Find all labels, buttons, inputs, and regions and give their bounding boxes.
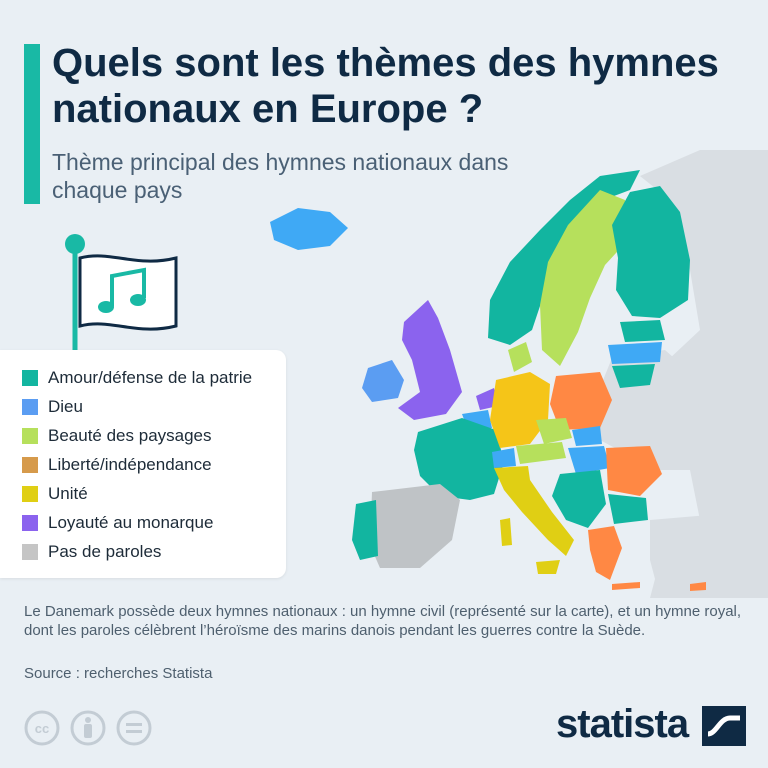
map-france [414, 418, 504, 500]
map-uk [398, 300, 462, 420]
no-derivatives-icon[interactable] [116, 710, 152, 746]
accent-bar [24, 44, 40, 204]
legend-swatch [22, 486, 38, 502]
source-note: Source : recherches Statista [24, 665, 213, 682]
attribution-icon[interactable] [70, 710, 106, 746]
map-norway [488, 170, 640, 345]
map-hungary [568, 446, 610, 474]
map-switzerland [492, 448, 516, 468]
map-crete [612, 582, 640, 590]
legend-swatch [22, 544, 38, 560]
page-title: Quels sont les thèmes des hymnes nationa… [52, 41, 719, 131]
legend-label: Beauté des paysages [48, 426, 212, 445]
legend-item: Amour/défense de la patrie [22, 367, 252, 389]
map-sweden [540, 190, 628, 366]
map-ireland [362, 360, 404, 402]
map-sicily [536, 560, 560, 574]
map-balkans [552, 470, 606, 528]
map-russia [640, 150, 768, 598]
legend-item: Liberté/indépendance [22, 454, 212, 476]
creative-commons-icon[interactable]: cc [24, 710, 60, 746]
map-greece [588, 526, 622, 580]
map-austria [516, 442, 566, 464]
legend: Amour/défense de la patrie Dieu Beauté d… [0, 350, 286, 578]
map-slovakia [572, 426, 602, 446]
map-portugal [352, 500, 378, 560]
legend-item: Loyauté au monarque [22, 512, 213, 534]
footnote: Le Danemark possède deux hymnes nationau… [24, 603, 742, 639]
svg-text:cc: cc [35, 721, 49, 736]
map-lithuania [612, 364, 655, 388]
map-czechia [536, 418, 572, 444]
legend-item: Beauté des paysages [22, 425, 212, 447]
legend-label: Unité [48, 484, 88, 503]
map-iceland [270, 208, 348, 250]
map-turkey [650, 510, 768, 598]
licence-icons: cc [24, 710, 152, 746]
map-denmark [508, 342, 532, 372]
europe-map [270, 150, 768, 598]
map-latvia [608, 342, 662, 364]
statista-logo-icon [702, 706, 746, 746]
map-romania [606, 446, 662, 496]
legend-label: Dieu [48, 397, 83, 416]
statista-logo[interactable]: statista [556, 702, 689, 746]
page-subtitle: Thème principal des hymnes nationaux dan… [52, 149, 509, 203]
map-germany [490, 372, 550, 448]
map-spain [370, 484, 460, 568]
legend-label: Loyauté au monarque [48, 513, 214, 532]
map-finland [612, 186, 690, 318]
map-estonia [620, 320, 665, 342]
map-poland [550, 372, 612, 430]
map-italy [494, 466, 574, 556]
legend-swatch [22, 428, 38, 444]
legend-swatch [22, 399, 38, 415]
music-flag-icon [65, 234, 178, 364]
legend-label: Liberté/indépendance [48, 455, 212, 474]
legend-swatch [22, 370, 38, 386]
legend-label: Pas de paroles [48, 542, 162, 561]
legend-label: Amour/défense de la patrie [48, 368, 253, 387]
legend-item: Dieu [22, 396, 83, 418]
legend-swatch [22, 457, 38, 473]
legend-item: Unité [22, 483, 88, 505]
map-sardinia [500, 518, 512, 546]
legend-item: Pas de paroles [22, 541, 161, 563]
map-cyprus [690, 582, 706, 591]
legend-swatch [22, 515, 38, 531]
map-bulgaria [608, 494, 648, 524]
